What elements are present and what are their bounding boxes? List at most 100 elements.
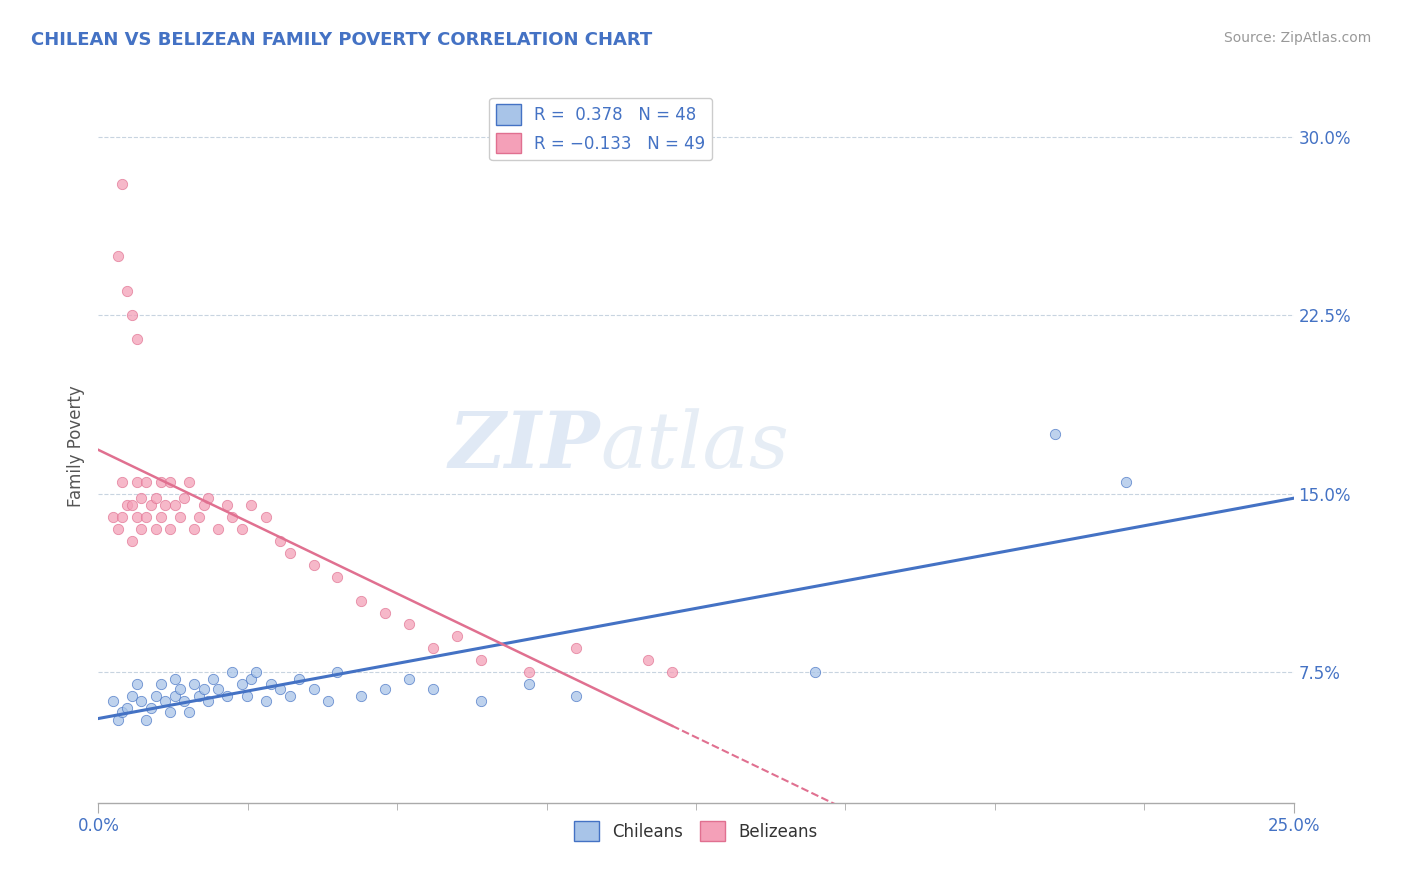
Point [217,689,239,703]
Point [517,677,540,691]
Point [1043,427,1066,442]
Point [187,689,209,703]
Point [565,689,588,703]
Point [131,522,153,536]
Point [446,629,468,643]
Point [115,285,138,299]
Point [125,332,148,346]
Point [398,672,420,686]
Point [231,677,253,691]
Point [169,510,191,524]
Legend: Chileans, Belizeans: Chileans, Belizeans [568,814,824,848]
Point [302,558,325,572]
Point [235,689,257,703]
Point [207,681,229,696]
Point [139,700,162,714]
Point [111,178,134,192]
Point [316,693,339,707]
Point [131,491,153,506]
Point [159,522,181,536]
Point [115,700,138,714]
Point [155,693,177,707]
Point [107,522,129,536]
Text: Source: ZipAtlas.com: Source: ZipAtlas.com [1223,31,1371,45]
Text: atlas: atlas [600,408,789,484]
Point [240,499,263,513]
Point [326,665,349,679]
Point [302,681,325,696]
Point [145,689,167,703]
Point [111,475,134,489]
Point [173,693,195,707]
Point [135,713,157,727]
Point [207,522,229,536]
Point [374,606,396,620]
Point [221,665,243,679]
Point [159,706,181,720]
Point [183,677,205,691]
Point [637,653,659,667]
Point [197,693,219,707]
Point [149,475,172,489]
Point [121,689,143,703]
Point [374,681,396,696]
Point [155,499,177,513]
Point [193,681,215,696]
Point [139,499,162,513]
Point [269,534,291,549]
Text: ZIP: ZIP [449,408,600,484]
Point [121,308,143,322]
Point [804,665,827,679]
Point [125,510,148,524]
Point [131,693,153,707]
Point [398,617,420,632]
Point [159,475,181,489]
Y-axis label: Family Poverty: Family Poverty [66,385,84,507]
Point [326,570,349,584]
Point [350,689,373,703]
Point [145,522,167,536]
Point [350,593,373,607]
Point [149,677,172,691]
Point [254,693,277,707]
Text: CHILEAN VS BELIZEAN FAMILY POVERTY CORRELATION CHART: CHILEAN VS BELIZEAN FAMILY POVERTY CORRE… [31,31,652,49]
Point [422,641,444,656]
Point [517,665,540,679]
Point [111,510,134,524]
Point [163,499,186,513]
Point [163,689,186,703]
Point [173,491,195,506]
Point [202,672,225,686]
Point [107,713,129,727]
Point [217,499,239,513]
Point [163,672,186,686]
Point [135,475,157,489]
Point [470,653,492,667]
Point [221,510,243,524]
Point [187,510,209,524]
Point [1115,475,1137,489]
Point [183,522,205,536]
Point [278,546,301,560]
Point [121,499,143,513]
Point [107,249,129,263]
Point [111,706,134,720]
Point [125,677,148,691]
Point [145,491,167,506]
Point [422,681,444,696]
Point [125,475,148,489]
Point [245,665,267,679]
Point [179,475,201,489]
Point [101,693,124,707]
Point [149,510,172,524]
Point [135,510,157,524]
Point [565,641,588,656]
Point [101,510,124,524]
Point [193,499,215,513]
Point [197,491,219,506]
Point [288,672,311,686]
Point [179,706,201,720]
Point [115,499,138,513]
Point [169,681,191,696]
Point [121,534,143,549]
